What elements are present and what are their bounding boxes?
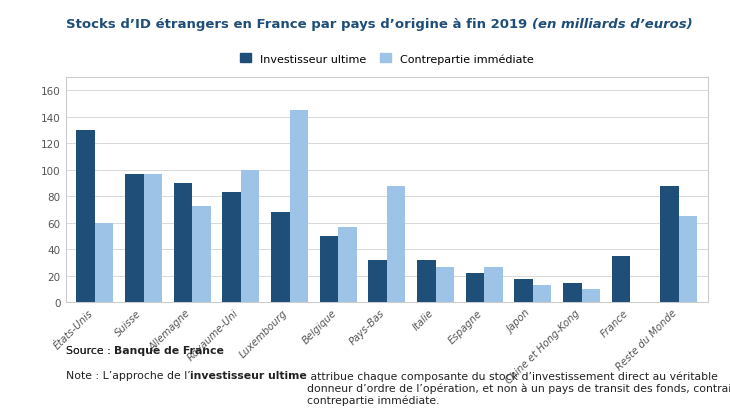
Bar bbox=[436, 267, 454, 303]
Bar bbox=[369, 260, 387, 303]
Bar bbox=[661, 186, 679, 303]
Text: investisseur ultime: investisseur ultime bbox=[191, 370, 307, 380]
Bar bbox=[582, 290, 600, 303]
Text: Source : Banque de France: Source : Banque de France bbox=[0, 408, 1, 409]
Bar bbox=[338, 227, 357, 303]
Bar bbox=[320, 236, 338, 303]
Text: Source :: Source : bbox=[66, 346, 114, 355]
Bar bbox=[144, 174, 162, 303]
Bar bbox=[77, 130, 95, 303]
Text: (en milliards d’euros): (en milliards d’euros) bbox=[531, 18, 692, 31]
Bar bbox=[192, 206, 211, 303]
Bar bbox=[612, 256, 630, 303]
Bar bbox=[271, 213, 290, 303]
Bar bbox=[679, 217, 697, 303]
Bar bbox=[417, 260, 436, 303]
Text: attribue chaque composante du stock d’investissement direct au véritable
donneur: attribue chaque composante du stock d’in… bbox=[307, 370, 730, 405]
Bar bbox=[174, 184, 192, 303]
Text: Source :: Source : bbox=[0, 408, 1, 409]
Text: Banque de France: Banque de France bbox=[114, 346, 224, 355]
Bar bbox=[241, 170, 259, 303]
Legend: Investisseur ultime, Contrepartie immédiate: Investisseur ultime, Contrepartie immédi… bbox=[240, 54, 534, 65]
Bar bbox=[125, 174, 144, 303]
Bar bbox=[95, 223, 113, 303]
Bar bbox=[533, 285, 551, 303]
Bar bbox=[387, 186, 405, 303]
Text: Source :: Source : bbox=[66, 346, 114, 355]
Bar bbox=[466, 274, 484, 303]
Bar bbox=[484, 267, 503, 303]
Text: Note : L’approche de l’: Note : L’approche de l’ bbox=[66, 370, 191, 380]
Bar bbox=[290, 111, 308, 303]
Bar bbox=[515, 279, 533, 303]
Text: Stocks d’ID étrangers en France par pays d’origine à fin 2019: Stocks d’ID étrangers en France par pays… bbox=[66, 18, 531, 31]
Bar bbox=[223, 193, 241, 303]
Bar bbox=[563, 283, 582, 303]
